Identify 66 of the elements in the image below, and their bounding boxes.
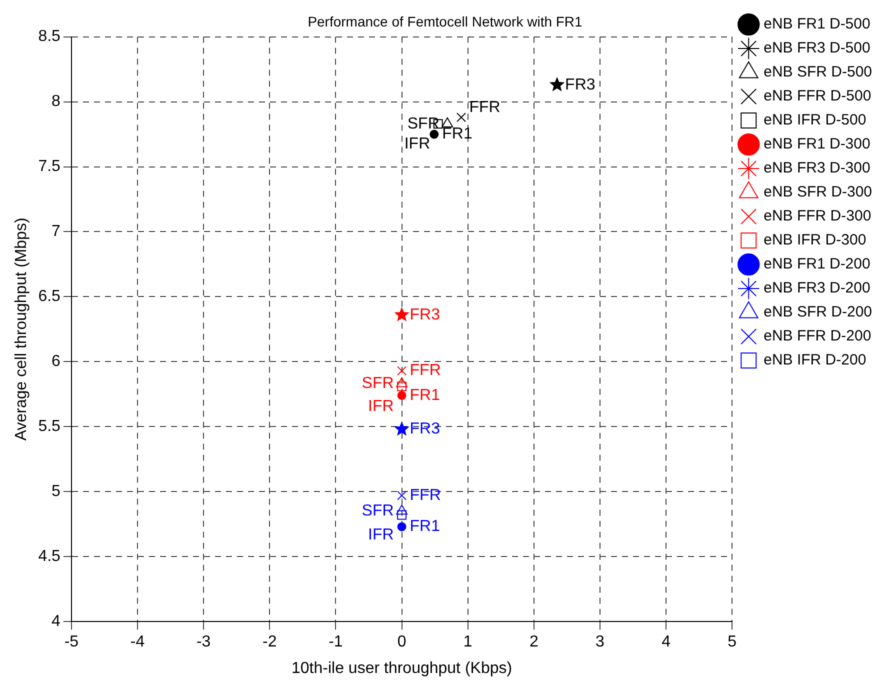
point <box>394 421 410 436</box>
annotation: FR1 <box>410 518 440 536</box>
chart-title: Performance of Femtocell Network with FR1 <box>308 13 583 30</box>
legend-label: eNB FR3 D-300 <box>764 160 870 177</box>
annotation: FR3 <box>410 420 440 438</box>
x-tick-label: -1 <box>328 634 343 651</box>
point <box>397 522 406 532</box>
legend-label: eNB FFR D-300 <box>764 208 872 225</box>
legend-label: eNB FR1 D-200 <box>764 256 870 273</box>
x-tick-label: 0 <box>397 634 406 651</box>
annotation: FFR <box>410 362 441 380</box>
y-tick-label: 6 <box>52 353 61 370</box>
annotation: IFR <box>368 526 394 544</box>
x-tick-label: 5 <box>728 634 737 651</box>
annotation: SFR <box>362 502 394 520</box>
x-tick-label: -4 <box>130 634 145 651</box>
y-tick-label: 5 <box>52 483 61 500</box>
annotation: FR1 <box>442 126 472 143</box>
annotation: IFR <box>368 398 394 415</box>
y-tick-label: 7.5 <box>38 158 61 176</box>
legend-label: eNB FR1 D-500 <box>764 16 870 33</box>
annotation: IFR <box>404 135 430 152</box>
annotation: FFR <box>469 98 500 116</box>
x-tick-label: 2 <box>529 634 538 651</box>
point <box>394 306 410 322</box>
point <box>396 377 408 388</box>
y-tick-label: 6.5 <box>38 288 61 306</box>
x-tick-label: 4 <box>662 634 671 651</box>
x-tick-label: -2 <box>262 634 277 651</box>
y-tick-label: 8.5 <box>38 28 61 46</box>
annotation: SFR <box>362 375 394 392</box>
legend-label: eNB FFR D-200 <box>764 328 872 345</box>
legend-label: eNB SFR D-500 <box>764 64 872 81</box>
point <box>549 76 565 92</box>
legend-label: eNB FR3 D-500 <box>764 40 870 57</box>
legend-label: eNB SFR D-200 <box>764 304 872 321</box>
x-tick-label: -3 <box>196 634 211 651</box>
point <box>397 366 407 376</box>
point <box>397 490 407 500</box>
x-tick-label: -5 <box>64 634 79 651</box>
legend-label: eNB IFR D-200 <box>764 352 866 369</box>
x-axis-title: 10th-ile user throughput (Kbps) <box>291 660 512 677</box>
point <box>396 504 408 515</box>
annotation: FFR <box>410 486 441 504</box>
annotation: FR3 <box>565 76 596 94</box>
legend-label: eNB FFR D-500 <box>764 88 872 105</box>
x-tick-label: 1 <box>463 634 472 651</box>
legend-label: eNB IFR D-300 <box>764 232 866 249</box>
legend-label: eNB IFR D-500 <box>764 112 866 129</box>
y-tick-label: 5.5 <box>38 418 61 436</box>
point <box>397 390 406 400</box>
point <box>397 382 407 392</box>
legend-label: eNB FR3 D-200 <box>764 280 870 297</box>
legend-label: eNB SFR D-300 <box>764 184 872 201</box>
y-axis-title: Average cell throughput (Mbps) <box>13 218 30 441</box>
legend-label: eNB FR1 D-300 <box>764 136 870 153</box>
x-tick-label: 3 <box>596 634 605 651</box>
point <box>456 112 466 122</box>
point <box>442 117 454 128</box>
y-tick-label: 7 <box>52 223 61 240</box>
y-tick-label: 4.5 <box>38 548 61 566</box>
point <box>397 510 407 520</box>
y-tick-label: 4 <box>52 613 61 630</box>
y-tick-label: 8 <box>52 93 61 110</box>
annotation: FR1 <box>410 386 440 404</box>
annotation: FR3 <box>410 306 440 324</box>
